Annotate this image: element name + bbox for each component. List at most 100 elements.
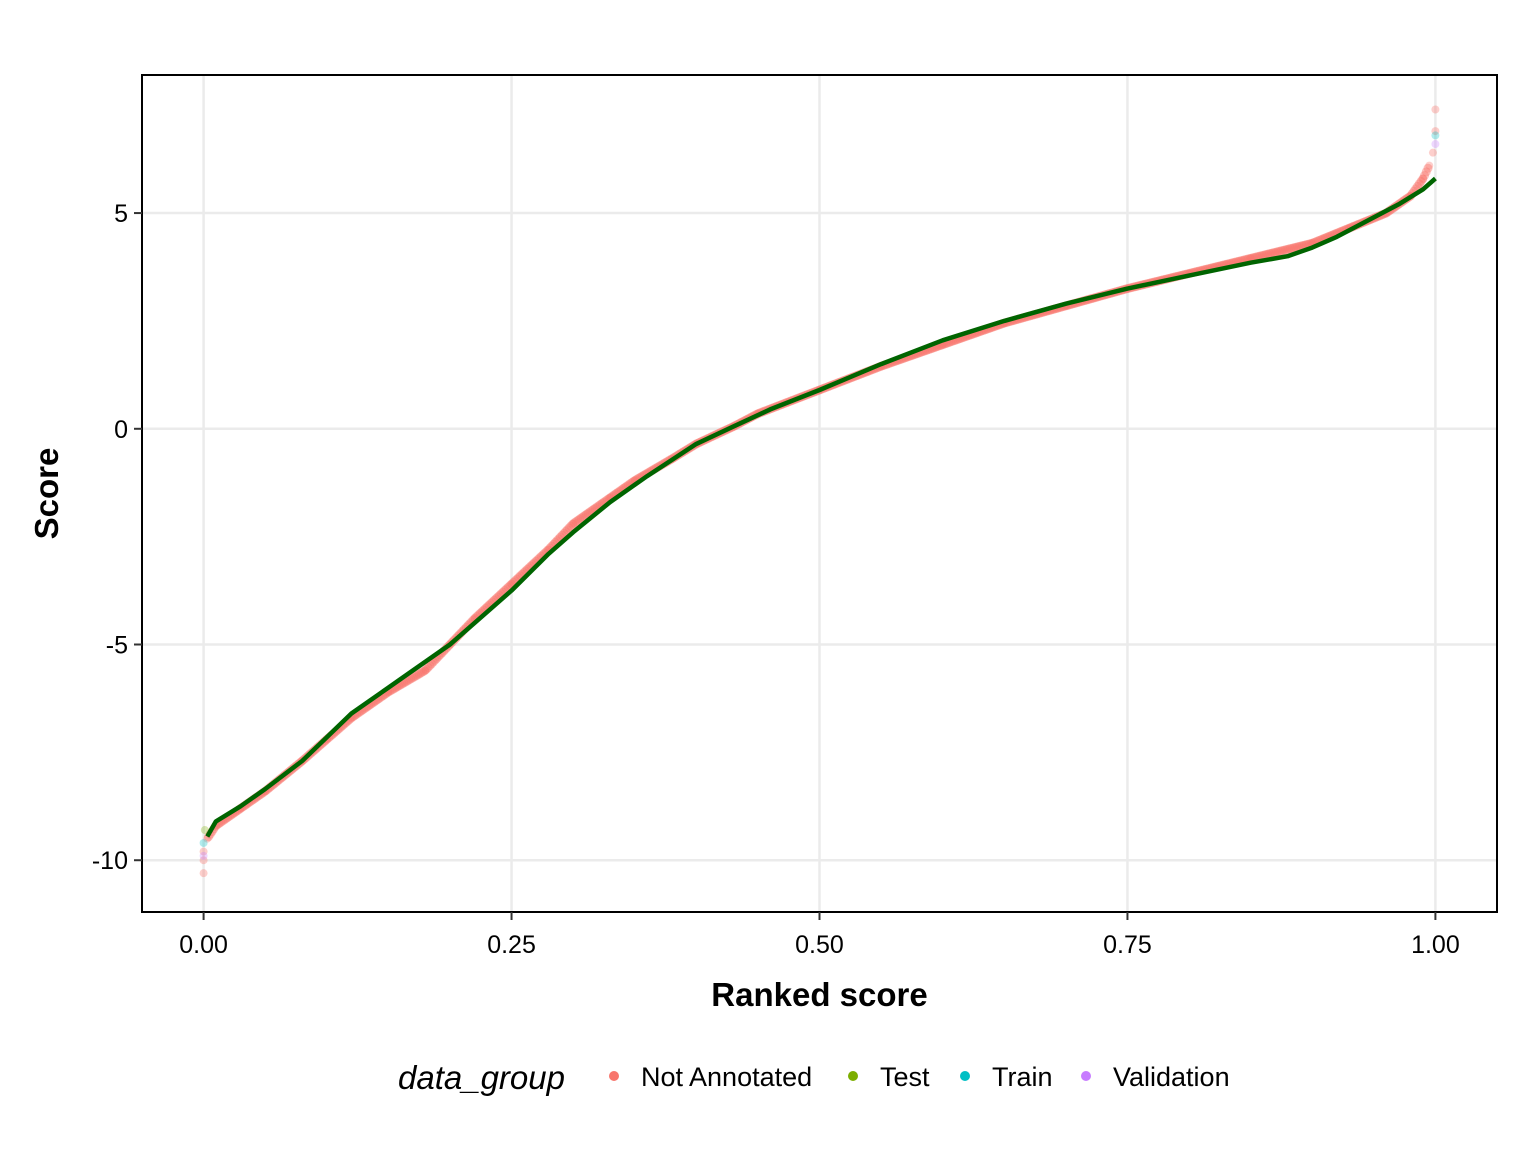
data-point: [1284, 244, 1294, 254]
data-point: [1425, 161, 1434, 170]
fit-line: [205, 176, 1437, 838]
data-point: [1428, 148, 1437, 157]
data-point: [1416, 176, 1426, 186]
data-point: [199, 851, 208, 860]
legend-label: Validation: [1113, 1062, 1230, 1092]
data-point: [1419, 174, 1428, 183]
data-point: [414, 669, 424, 679]
y-tick-label: -5: [106, 632, 128, 660]
data-point: [1285, 244, 1295, 254]
legend-key: [848, 1071, 858, 1081]
data-point: [1294, 241, 1304, 251]
data-point: [1271, 247, 1281, 257]
x-axis-title: Ranked score: [711, 976, 927, 1013]
data-point: [1287, 243, 1297, 253]
data-point: [564, 523, 574, 533]
data-point: [1261, 250, 1271, 260]
data-point: [1291, 242, 1301, 252]
data-point: [573, 515, 583, 525]
data-point: [1413, 181, 1423, 191]
data-point: [1431, 127, 1440, 136]
legend-key: [1081, 1071, 1091, 1081]
data-point: [1423, 163, 1433, 173]
data-point: [411, 671, 421, 681]
y-axis-title: Score: [28, 448, 65, 540]
legend-label: Not Annotated: [641, 1062, 812, 1092]
data-point: [418, 667, 428, 677]
data-point: [407, 673, 417, 683]
legend-title: data_group: [398, 1059, 565, 1096]
data-point: [1264, 249, 1274, 259]
data-point: [568, 519, 578, 529]
x-tick-label: 0.50: [795, 931, 844, 959]
data-point: [576, 513, 586, 523]
grid: [142, 75, 1497, 912]
data-point: [425, 661, 435, 671]
data-point: [569, 518, 579, 528]
x-tick-label: 1.00: [1411, 931, 1460, 959]
y-tick-label: -10: [92, 847, 128, 875]
data-point: [1270, 247, 1280, 257]
data-point: [1421, 167, 1431, 177]
data-point: [200, 826, 209, 835]
data-point: [409, 672, 419, 682]
data-point: [1418, 174, 1428, 184]
data-point: [1278, 245, 1288, 255]
data-point: [569, 519, 578, 528]
data-point: [199, 869, 208, 878]
data-point: [1282, 244, 1292, 254]
data-point: [416, 668, 426, 678]
data-point: [404, 675, 414, 685]
data-point: [1275, 246, 1285, 256]
data-point: [199, 838, 208, 847]
data-point: [1263, 249, 1273, 259]
x-tick-label: 0.00: [179, 931, 228, 959]
data-point: [199, 856, 208, 865]
data-point: [562, 525, 572, 535]
data-point: [1420, 171, 1430, 181]
data-point: [1280, 245, 1290, 255]
data-point: [571, 517, 581, 527]
data-point: [561, 527, 571, 537]
data-point: [1266, 248, 1276, 258]
data-point: [1431, 131, 1440, 140]
data-point: [420, 666, 430, 676]
data-point: [582, 509, 592, 519]
data-point: [1414, 179, 1424, 189]
data-point: [566, 521, 576, 531]
x-tick-label: 0.25: [487, 931, 536, 959]
data-point: [1277, 246, 1287, 256]
data-point: [1431, 105, 1440, 114]
y-tick-label: 0: [114, 416, 128, 444]
fit-line-group: [205, 176, 1437, 838]
data-point: [575, 514, 585, 524]
legend: data_group Not Annotated Test Train Validati…: [398, 1059, 1230, 1096]
y-tick-label: 5: [114, 200, 128, 228]
legend-key: [609, 1071, 619, 1081]
data-point: [580, 511, 590, 521]
data-point: [413, 670, 423, 680]
data-point: [1292, 242, 1302, 252]
data-point: [1273, 247, 1283, 257]
legend-label: Test: [880, 1062, 930, 1092]
x-tick-label: 0.75: [1103, 931, 1152, 959]
x-axis-ticks: 0.00 0.25 0.50 0.75 1.00: [179, 912, 1460, 959]
data-point: [1289, 243, 1299, 253]
y-axis-ticks: 5 0 -5 -10: [92, 200, 142, 875]
data-point: [1256, 251, 1266, 261]
data-point: [1259, 250, 1269, 260]
data-point: [421, 664, 431, 674]
data-point: [1268, 248, 1278, 258]
data-point: [406, 674, 416, 684]
legend-label: Train: [992, 1062, 1053, 1092]
data-point: [578, 512, 588, 522]
data-point: [423, 663, 433, 673]
legend-key: [960, 1071, 970, 1081]
data-point: [199, 847, 208, 856]
data-point: [1431, 140, 1440, 149]
data-point: [421, 666, 430, 675]
data-point: [1258, 250, 1268, 260]
data-point: [1296, 241, 1306, 251]
